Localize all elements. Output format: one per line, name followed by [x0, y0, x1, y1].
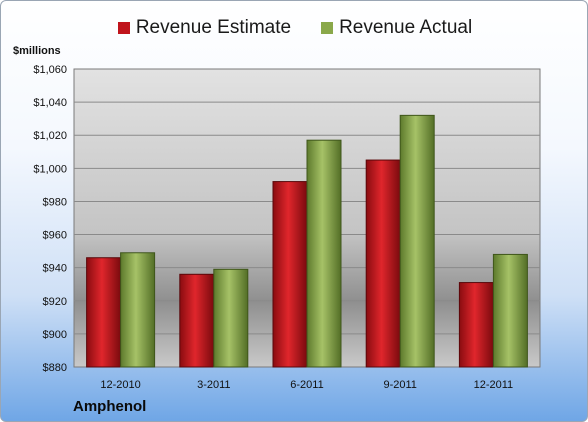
legend-label-estimate: Revenue Estimate — [135, 17, 292, 38]
legend-swatch-actual — [321, 22, 334, 34]
x-tick-label: 12-2011 — [474, 379, 514, 391]
legend-label-actual: Revenue Actual — [339, 17, 473, 38]
y-tick-label: $900 — [43, 329, 67, 341]
bar-revenue-estimate — [458, 282, 494, 368]
x-tick-label: 3-2011 — [197, 379, 230, 391]
y-tick-label: $960 — [43, 230, 67, 242]
y-tick-label: $1,060 — [33, 64, 67, 76]
x-tick-label: 6-2011 — [290, 379, 323, 391]
y-tick-label: $1,000 — [33, 163, 67, 175]
bar-revenue-estimate — [272, 181, 308, 368]
y-tick-label: $1,040 — [33, 97, 67, 109]
y-tick-label: $1,020 — [33, 130, 67, 142]
y-tick-label: $940 — [43, 263, 67, 275]
bars — [86, 114, 528, 368]
bar-revenue-actual — [120, 252, 156, 368]
bar-revenue-estimate — [86, 257, 122, 368]
bar-revenue-actual — [306, 139, 342, 368]
legend-swatch-estimate — [117, 22, 130, 34]
y-tick-label: $880 — [43, 362, 67, 374]
bar-revenue-actual — [492, 253, 528, 368]
bar-revenue-estimate — [365, 159, 401, 368]
legend-item-estimate: Revenue Estimate — [117, 17, 292, 39]
legend-item-actual: Revenue Actual — [321, 17, 472, 39]
bar-revenue-actual — [399, 114, 435, 368]
x-tick-label: 9-2011 — [383, 379, 416, 391]
company-name: Amphenol — [73, 398, 147, 415]
x-axis: 12-2010 3-2011 6-2011 9-2011 12-2011 — [100, 379, 513, 391]
bar-revenue-actual — [213, 268, 249, 368]
bar-revenue-estimate — [179, 273, 215, 368]
y-tick-label: $980 — [43, 196, 67, 208]
legend: Revenue Estimate Revenue Actual — [1, 17, 587, 39]
y-tick-label: $920 — [43, 296, 67, 308]
y-axis: $880 $900 $920 $940 $960 $980 $1,000 $1,020 $1,0… — [33, 64, 67, 374]
x-tick-label: 12-2010 — [100, 379, 140, 391]
y-axis-unit-label: $millions — [13, 45, 61, 57]
